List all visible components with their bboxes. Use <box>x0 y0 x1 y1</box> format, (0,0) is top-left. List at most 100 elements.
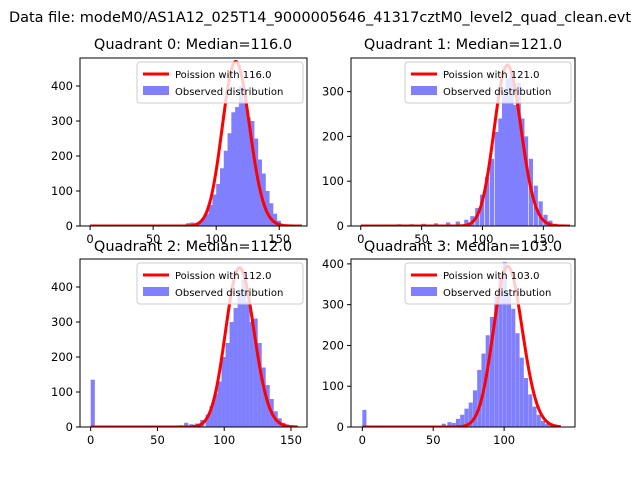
histogram-bar <box>509 73 514 226</box>
y-tick-label: 100 <box>51 385 73 399</box>
legend-swatch-observed <box>143 287 169 296</box>
panel-quadrant-3: 0 50 100 0 100 200 300 400 Poission with 103.0 Ob… <box>322 239 576 447</box>
histogram-bar <box>257 343 262 427</box>
histogram-bar <box>205 414 210 427</box>
panel-quadrant-0: 0 50 100 150 0 100 200 300 400 Poission with 116.… <box>51 37 308 246</box>
legend-box <box>404 262 572 305</box>
y-tick-label: 0 <box>337 219 344 233</box>
histogram-bar <box>238 86 244 226</box>
poisson-curve <box>360 63 571 226</box>
histogram-bar <box>540 420 546 427</box>
histogram-bar <box>455 418 461 427</box>
histogram-bar <box>201 218 206 226</box>
histogram-bar <box>217 381 222 427</box>
y-tick-label: 300 <box>322 85 344 99</box>
histogram-bar <box>464 219 469 226</box>
axes-frame <box>79 258 308 428</box>
histogram-bar <box>516 82 521 226</box>
x-tick-label: 100 <box>493 433 515 447</box>
legend: Poission with 112.0 Observed distribution <box>136 262 304 305</box>
histogram-bar <box>227 133 232 226</box>
x-tick-label: 0 <box>357 232 364 246</box>
x-tick-label: 150 <box>532 232 554 246</box>
legend: Poission with 103.0 Observed distribution <box>404 262 572 305</box>
legend-box <box>136 262 304 305</box>
histogram-bar <box>241 280 246 427</box>
histogram-bar <box>233 308 238 427</box>
x-tick-label: 0 <box>86 232 93 246</box>
legend-label-observed: Observed distribution <box>443 288 551 299</box>
legend-swatch-observed <box>411 86 437 95</box>
y-tick-label: 200 <box>322 338 344 352</box>
histogram-bar <box>213 393 218 427</box>
histogram-bar <box>523 136 529 226</box>
x-tick-label: 0 <box>359 433 366 447</box>
legend-box <box>404 61 572 104</box>
legend-box <box>136 61 304 104</box>
histogram-bar <box>253 318 258 427</box>
histogram-bar <box>184 422 189 427</box>
histogram-bar <box>520 118 525 226</box>
histogram-bar <box>506 292 512 427</box>
histogram-bar <box>209 406 214 427</box>
histogram-bar <box>502 261 507 427</box>
y-tick-label: 400 <box>51 280 73 294</box>
y-tick-label: 0 <box>66 219 73 233</box>
histogram-bar <box>477 369 482 427</box>
histogram-bar <box>538 201 543 226</box>
axes-frame <box>79 57 308 227</box>
legend-label-poisson: Poission with 112.0 <box>175 271 271 282</box>
histogram-bar <box>460 414 465 427</box>
panel-title: Quadrant 2: Median=112.0 <box>94 239 292 255</box>
histogram-bar <box>235 107 240 226</box>
plot-area <box>360 63 571 226</box>
histogram-bar <box>208 205 213 226</box>
y-tick-label: 0 <box>337 420 344 434</box>
histogram-bar <box>229 322 234 427</box>
x-tick-label: 50 <box>414 232 429 246</box>
histogram-bar <box>269 203 274 226</box>
histogram-bar <box>455 221 460 226</box>
histogram-bar <box>237 290 242 427</box>
histogram-bar <box>216 184 221 226</box>
legend-label-poisson: Poission with 103.0 <box>443 271 539 282</box>
histogram-bar <box>272 213 278 226</box>
legend: Poission with 121.0 Observed distribution <box>404 61 572 104</box>
histogram-bar <box>523 378 529 427</box>
histogram-bar <box>212 194 217 226</box>
y-tick-label: 300 <box>322 298 344 312</box>
panel-title: Quadrant 3: Median=103.0 <box>364 239 562 255</box>
histogram-bar <box>265 191 270 226</box>
y-tick-label: 200 <box>322 129 344 143</box>
x-tick-label: 50 <box>146 232 161 246</box>
histogram-bar <box>532 406 537 427</box>
histogram-bar <box>494 296 499 427</box>
histogram-bar <box>472 390 478 427</box>
x-tick-label: 0 <box>87 433 94 447</box>
histogram-bar <box>246 117 251 226</box>
y-tick-label: 0 <box>66 420 73 434</box>
legend: Poission with 116.0 Observed distribution <box>136 61 304 104</box>
histogram-bar <box>484 176 490 226</box>
legend-label-observed: Observed distribution <box>443 87 551 98</box>
y-tick-label: 200 <box>51 149 73 163</box>
histogram-bar <box>249 322 254 427</box>
histogram-bar <box>90 379 95 427</box>
histogram-bar <box>221 357 226 427</box>
histogram-bar <box>242 100 247 226</box>
histogram-bar <box>528 394 533 427</box>
x-tick-label: 150 <box>268 232 290 246</box>
histogram-bar <box>254 138 259 226</box>
suptitle: Data file: modeM0/AS1A12_025T14_90000056… <box>9 10 631 26</box>
histogram-bar <box>489 316 495 427</box>
y-tick-label: 400 <box>51 79 73 93</box>
histogram-bar <box>545 423 550 427</box>
histogram-bar <box>536 414 541 427</box>
histogram-bar <box>231 112 236 226</box>
panel-title: Quadrant 1: Median=121.0 <box>364 37 562 53</box>
histogram-bar <box>515 333 520 427</box>
legend-label-poisson: Poission with 116.0 <box>175 70 271 81</box>
histogram-bar <box>451 422 456 427</box>
histogram-bar <box>204 213 210 226</box>
